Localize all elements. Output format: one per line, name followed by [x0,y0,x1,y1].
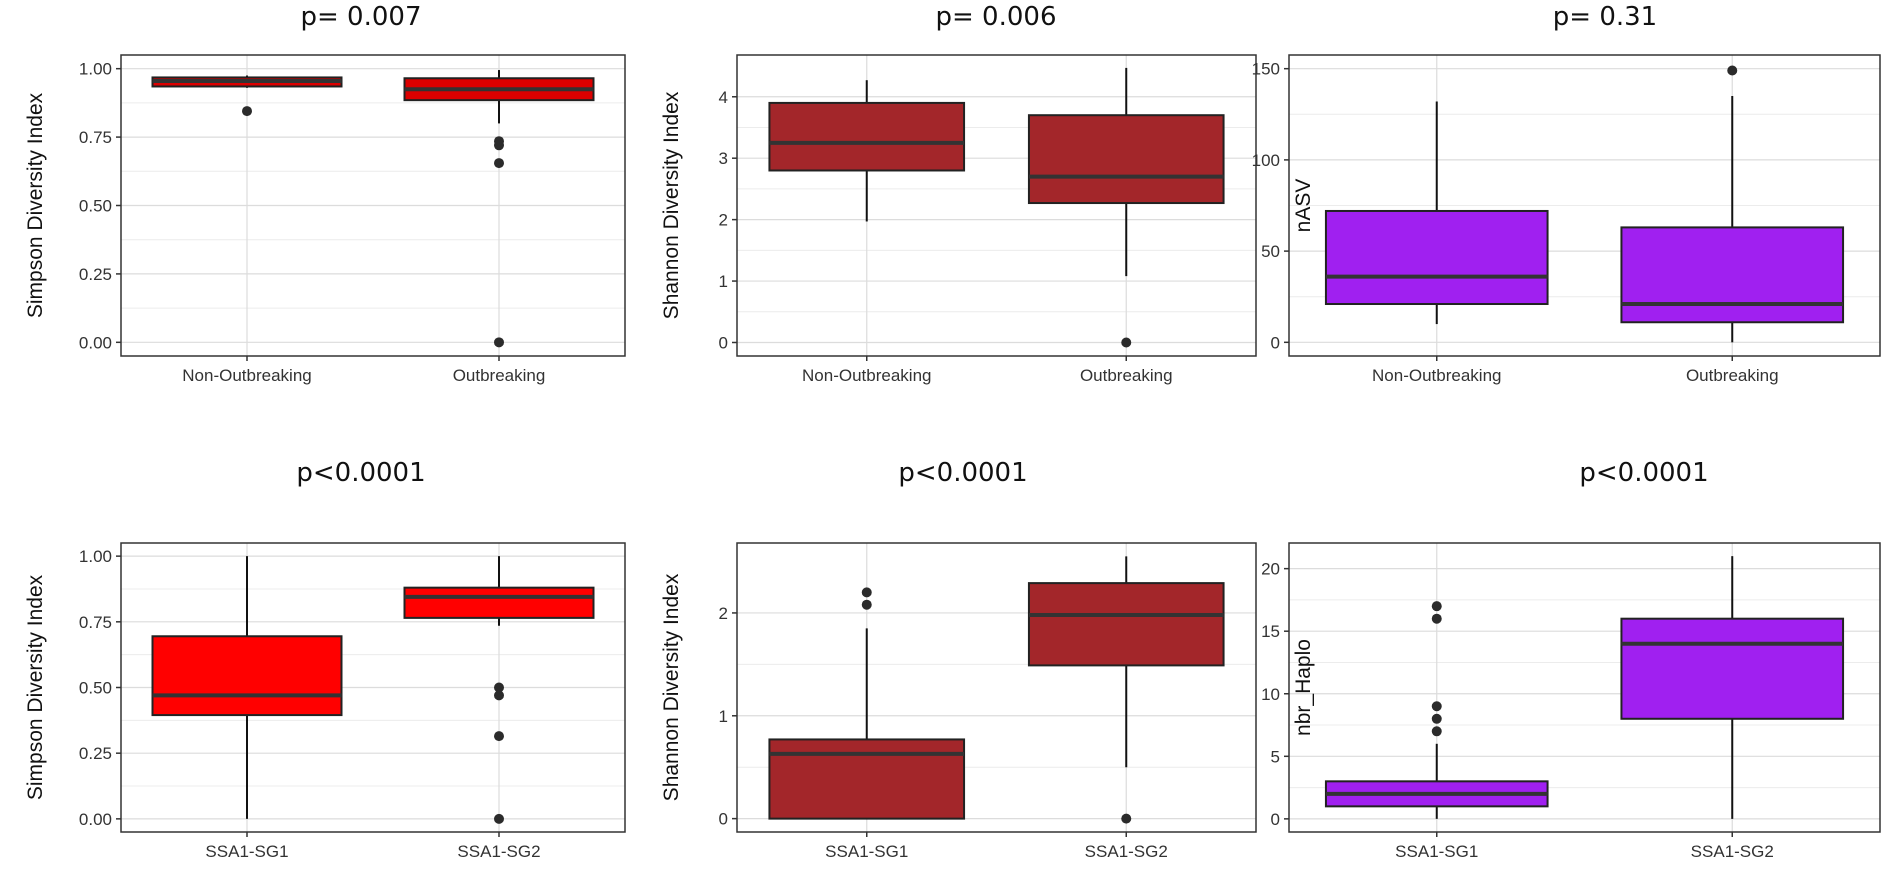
x-tick-label: Non-Outbreaking [182,366,311,385]
box-1 [768,101,966,172]
y-tick-label: 3 [719,149,728,168]
y-tick-label: 5 [1271,747,1280,766]
x-tick-label: Outbreaking [1686,366,1779,385]
box-2 [1620,226,1845,324]
y-tick-label: 4 [719,88,728,107]
y-tick-label: 1.00 [79,547,112,566]
panel-3: 0 50 100 150 Non-Outbreaking Outbreaking nASV p… [1252,2,1881,385]
outlier-point [1431,701,1442,712]
outlier-point [861,599,872,610]
y-tick-label: 1 [719,707,728,726]
x-tick-label: Non-Outbreaking [1372,366,1501,385]
outlier-point [861,587,872,598]
p-value-title: p<0.0001 [1579,458,1708,488]
outlier-point [494,140,504,151]
y-tick-label: 1.00 [79,60,112,79]
outlier-point [1121,813,1132,824]
panel-6: 0 5 10 15 20 SSA1-SG1 SSA1-SG2 nbr_Haplo p<0.000… [1261,458,1881,861]
y-tick-label: 10 [1261,685,1280,704]
y-tick-label: 0.75 [79,128,112,147]
x-tick-label: Outbreaking [1080,366,1173,385]
y-tick-label: 100 [1252,151,1280,170]
panel-2: 0 1 2 3 4 Non-Outbreaking Outbreaking Shannon D… [660,2,1257,385]
p-value-title: p= 0.006 [936,2,1057,32]
x-tick-label: SSA1-SG1 [825,842,908,861]
panel-5: 0 1 2 SSA1-SG1 SSA1-SG2 Shannon Diversity Ind… [660,458,1257,861]
y-axis-title: Simpson Diversity Index [24,574,47,800]
y-tick-label: 150 [1252,60,1280,79]
y-axis-title: nASV [1292,179,1315,233]
outlier-point [1431,613,1442,624]
y-tick-label: 0.50 [79,197,112,216]
y-tick-label: 1 [719,272,728,291]
box-2 [403,586,595,619]
y-tick-label: 0 [719,810,728,829]
y-tick-label: 0.00 [79,333,112,352]
panel-border [736,542,1257,833]
p-value-title: p= 0.31 [1553,2,1657,32]
box-1 [768,738,966,820]
y-tick-label: 0 [1271,333,1280,352]
panel-4: 0.00 0.25 0.50 0.75 1.00 SSA1-SG1 SSA1-SG2 Simp… [24,458,626,861]
outlier-point [494,337,504,348]
outlier-point [494,690,504,701]
panel-border [1288,54,1881,357]
p-value-title: p<0.0001 [898,458,1027,488]
panel-border [1288,542,1881,833]
x-tick-label: SSA1-SG2 [457,842,540,861]
outlier-point [1727,65,1738,76]
panel-1: 0.00 0.25 0.50 0.75 1.00 Non-Outbreaking Outbr… [24,2,626,385]
y-tick-label: 2 [719,604,728,623]
y-tick-label: 2 [719,211,728,230]
outlier-point [494,731,504,742]
y-axis-title: Simpson Diversity Index [24,92,47,318]
y-axis-title: Shannon Diversity Index [660,91,683,319]
panel-border [736,54,1257,357]
outlier-point [494,158,504,169]
y-axis-title: nbr_Haplo [1292,639,1315,736]
outlier-point [1121,337,1132,348]
box-2 [1027,114,1225,205]
x-tick-label: Non-Outbreaking [802,366,931,385]
x-tick-label: SSA1-SG2 [1691,842,1774,861]
y-tick-label: 0.25 [79,744,112,763]
outlier-point [494,813,504,824]
y-tick-label: 50 [1261,242,1280,261]
y-tick-label: 0.00 [79,810,112,829]
outlier-point [1431,601,1442,612]
box-2 [1027,582,1225,667]
y-tick-label: 0.75 [79,613,112,632]
x-tick-label: SSA1-SG1 [1395,842,1478,861]
box-1 [151,635,343,717]
y-tick-label: 20 [1261,560,1280,579]
outlier-point [242,106,252,117]
outlier-point [1431,713,1442,724]
p-value-title: p<0.0001 [296,458,425,488]
x-tick-label: SSA1-SG2 [1085,842,1168,861]
y-axis-title: Shannon Diversity Index [660,573,683,801]
outlier-point [494,682,504,693]
x-tick-label: Outbreaking [453,366,546,385]
y-tick-label: 15 [1261,622,1280,641]
box-1 [1324,209,1549,306]
y-tick-label: 0 [1271,810,1280,829]
plot-background [737,55,1256,356]
p-value-title: p= 0.007 [301,2,422,32]
outlier-point [1431,726,1442,737]
x-tick-label: SSA1-SG1 [205,842,288,861]
y-tick-label: 0.25 [79,265,112,284]
box-2 [1620,617,1845,720]
y-tick-label: 0.50 [79,679,112,698]
y-tick-label: 0 [719,333,728,352]
